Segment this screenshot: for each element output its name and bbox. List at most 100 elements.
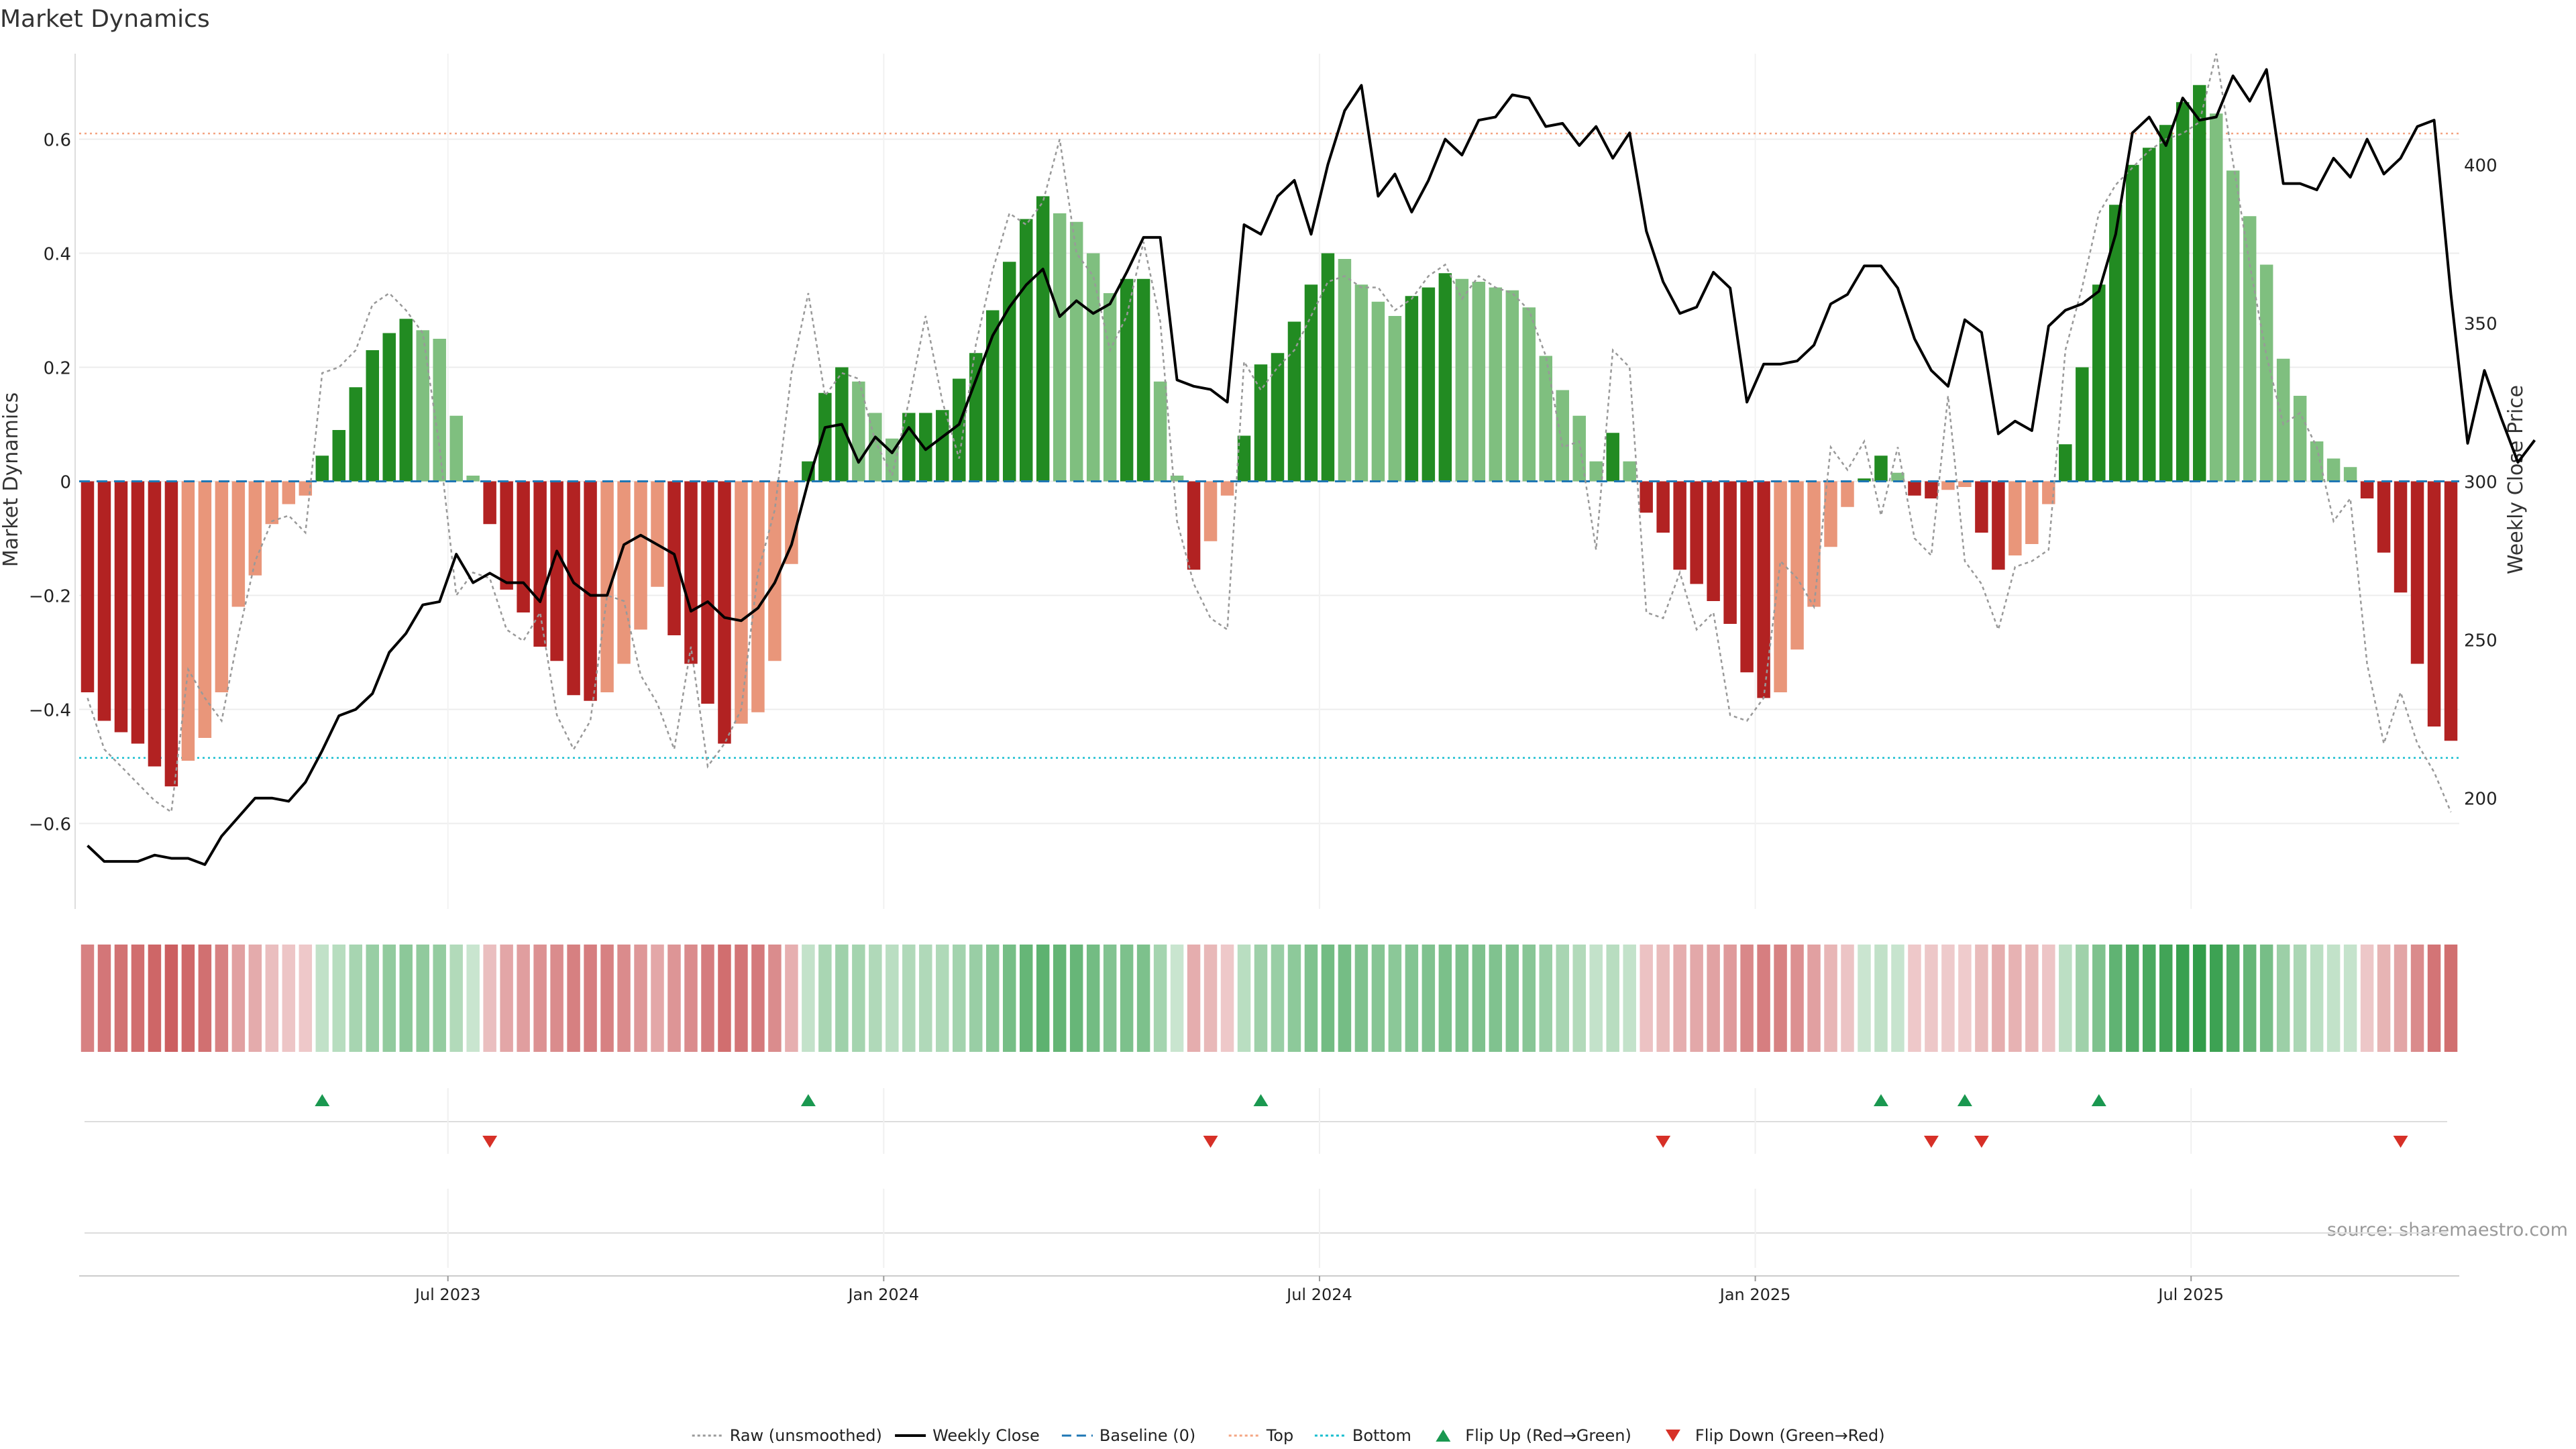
dynamics-bar [1505, 290, 1519, 482]
heat-cell [2176, 945, 2190, 1052]
dynamics-bar [1589, 461, 1603, 482]
heat-cell [483, 945, 496, 1052]
legend: Raw (unsmoothed) Weekly Close Baseline (0)… [692, 1426, 1885, 1445]
heat-cell [332, 945, 346, 1052]
dynamics-bar [1539, 356, 1553, 482]
heat-cell [1254, 945, 1268, 1052]
heat-cell [282, 945, 296, 1052]
heat-cell [667, 945, 681, 1052]
dynamics-bar [1925, 481, 1938, 498]
heat-cell [164, 945, 178, 1052]
x-tick-label: Jul 2024 [1285, 1285, 1352, 1304]
heat-cell [1908, 945, 1921, 1052]
heat-cell [969, 945, 983, 1052]
y-tick-label: −0.2 [29, 587, 71, 607]
dynamics-bar [2008, 481, 2022, 555]
heat-cell [2310, 945, 2324, 1052]
heat-cell [1623, 945, 1636, 1052]
legend-symbol-flip-down [1665, 1430, 1680, 1442]
dynamics-bar [768, 481, 782, 661]
dynamics-bar [936, 410, 949, 482]
dynamics-bar [198, 481, 212, 738]
heat-cell [2360, 945, 2374, 1052]
dynamics-bar [684, 481, 698, 664]
heat-cell [1321, 945, 1335, 1052]
dynamics-bar [332, 430, 346, 482]
heat-cell [1740, 945, 1754, 1052]
dynamics-bar [299, 481, 313, 496]
heat-cell [1153, 945, 1167, 1052]
dynamics-bar [1723, 481, 1737, 624]
heat-cell [215, 945, 229, 1052]
dynamics-bar [1623, 461, 1636, 482]
y-tick-label: 0 [60, 473, 71, 493]
dynamics-bar [164, 481, 178, 787]
dynamics-bar [282, 481, 296, 504]
dynamics-bar [1824, 481, 1837, 547]
heat-cell [1086, 945, 1100, 1052]
heat-cell [1237, 945, 1251, 1052]
heat-cell [1103, 945, 1117, 1052]
heat-cell [2008, 945, 2022, 1052]
heat-cell [1472, 945, 1486, 1052]
dynamics-bar [1271, 353, 1285, 482]
heat-cell [1287, 945, 1301, 1052]
dynamics-bar [466, 476, 480, 482]
dynamics-bar [2209, 113, 2223, 482]
heat-cell [735, 945, 748, 1052]
heat-strip [80, 945, 2458, 1052]
heat-cell [2243, 945, 2257, 1052]
dynamics-bar [2276, 358, 2290, 482]
dynamics-bar [1287, 321, 1301, 482]
heat-cell [2444, 945, 2458, 1052]
heat-cell [718, 945, 731, 1052]
heat-cell [2076, 945, 2089, 1052]
heat-cell [550, 945, 564, 1052]
heat-cell [2042, 945, 2055, 1052]
dynamics-bar [181, 481, 195, 761]
heat-cell [1002, 945, 1016, 1052]
y2-tick-label: 350 [2464, 314, 2498, 334]
heat-cell [818, 945, 832, 1052]
heat-cell [198, 945, 212, 1052]
heat-cell [265, 945, 279, 1052]
dynamics-bar [533, 481, 547, 647]
dynamics-bar [600, 481, 614, 692]
heat-cell [1053, 945, 1067, 1052]
x-tick-label: Jan 2024 [847, 1285, 919, 1304]
dynamics-bar [818, 392, 832, 482]
dynamics-bar [1304, 284, 1318, 482]
y-tick-label: 0.4 [44, 245, 71, 265]
heat-cell [1656, 945, 1670, 1052]
dynamics-bar [382, 333, 396, 482]
legend-label: Weekly Close [932, 1426, 1040, 1445]
dynamics-bar [1421, 287, 1436, 482]
heat-cell [1774, 945, 1787, 1052]
heat-cell [416, 945, 429, 1052]
dynamics-bar [1958, 481, 1972, 487]
dynamics-bar [1203, 481, 1218, 541]
heat-cell [1640, 945, 1653, 1052]
x-tick-label: Jul 2025 [2157, 1285, 2224, 1304]
dynamics-bar [1405, 296, 1419, 482]
heat-cell [617, 945, 631, 1052]
dynamics-bar [114, 481, 128, 733]
heat-cell [1354, 945, 1368, 1052]
heat-cell [1120, 945, 1134, 1052]
dynamics-bar [1136, 278, 1150, 482]
heat-cell [1170, 945, 1184, 1052]
heat-cell [2143, 945, 2156, 1052]
dynamics-bar [1673, 481, 1686, 570]
heat-cell [634, 945, 647, 1052]
dynamics-bar [1354, 284, 1368, 482]
heat-cell [584, 945, 597, 1052]
flip-down-marker [1203, 1136, 1218, 1148]
dynamics-bar [1774, 481, 1787, 692]
heat-cell [114, 945, 128, 1052]
dynamics-bar [500, 481, 513, 590]
heat-cell [1707, 945, 1720, 1052]
heat-cell [1690, 945, 1703, 1052]
dynamics-bar [2143, 148, 2156, 482]
heat-cell [1606, 945, 1619, 1052]
